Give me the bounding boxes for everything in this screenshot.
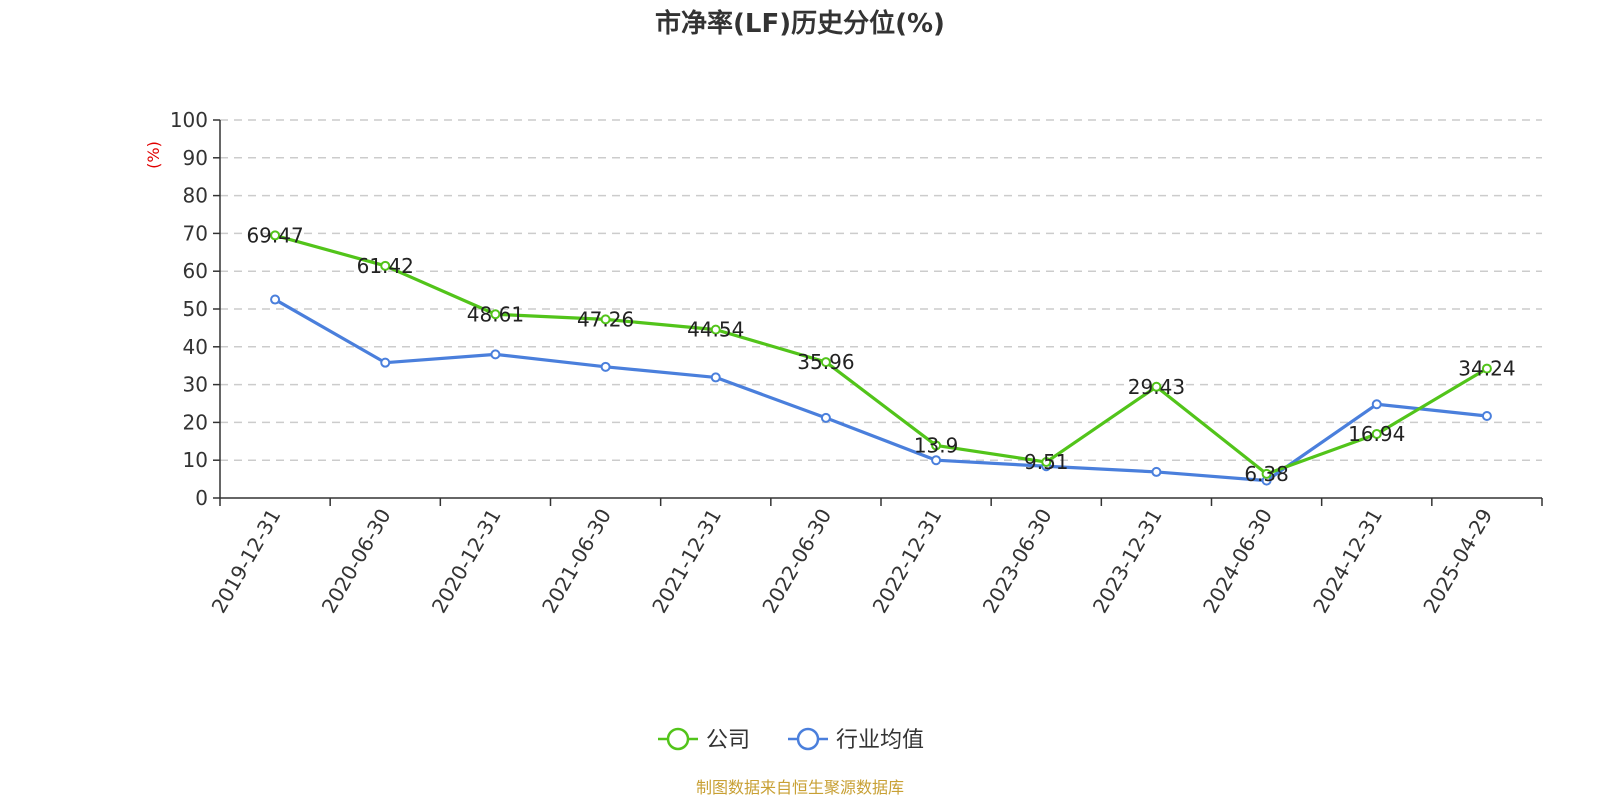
data-label-2023-12-31: 29.43 bbox=[1128, 375, 1185, 399]
data-label-2024-12-31: 16.94 bbox=[1348, 422, 1405, 446]
y-tick-label-40: 40 bbox=[183, 335, 208, 359]
data-point-company-2024-12-31 bbox=[1371, 428, 1382, 439]
data-point-company-2025-04-29 bbox=[1481, 363, 1492, 374]
y-tick-label-20: 20 bbox=[183, 410, 208, 434]
data-point-industry-2020-06-30 bbox=[380, 357, 391, 368]
series-lines bbox=[270, 230, 1492, 486]
data-label-2022-12-31: 13.9 bbox=[914, 433, 959, 457]
data-point-company-2023-06-30 bbox=[1041, 457, 1052, 468]
legend-label-industry: 行业均值 bbox=[836, 728, 924, 753]
x-tick-label-2023-06-30: 2023-06-30 bbox=[978, 505, 1057, 618]
legend-marker-company bbox=[666, 727, 690, 751]
data-point-industry-2023-12-31 bbox=[1151, 466, 1162, 477]
legend-item-company[interactable]: 公司 bbox=[658, 727, 750, 753]
chart-title: 市净率(LF)历史分位(%) bbox=[655, 8, 945, 39]
y-tick-label-30: 30 bbox=[183, 373, 208, 397]
data-point-company-2023-12-31 bbox=[1151, 381, 1162, 392]
data-point-industry-2022-06-30 bbox=[820, 412, 831, 423]
x-tick-label-2024-12-31: 2024-12-31 bbox=[1308, 505, 1387, 618]
x-tick-label-2020-06-30: 2020-06-30 bbox=[317, 505, 396, 618]
legend[interactable]: 公司 行业均值 bbox=[658, 727, 924, 753]
data-point-industry-2024-12-31 bbox=[1371, 399, 1382, 410]
x-tick-label-2020-12-31: 2020-12-31 bbox=[427, 504, 506, 617]
x-tick-label-2023-12-31: 2023-12-31 bbox=[1088, 505, 1167, 618]
data-label-2021-06-30: 47.26 bbox=[577, 307, 634, 331]
x-tick-label-2022-12-31: 2022-12-31 bbox=[868, 504, 947, 617]
data-labels: 69.47 61.42 48.61 47.26 44.54 35.96 13.9 9.51 29… bbox=[246, 223, 1515, 485]
data-source-note: 制图数据来自恒生聚源数据库 bbox=[696, 778, 904, 797]
data-point-company-2024-06-30 bbox=[1261, 468, 1272, 479]
data-point-company-2020-12-31 bbox=[490, 309, 501, 320]
legend-label-company: 公司 bbox=[706, 728, 750, 753]
data-point-company-2020-06-30 bbox=[380, 260, 391, 271]
data-point-industry-2025-04-29 bbox=[1481, 410, 1492, 421]
legend-item-industry[interactable]: 行业均值 bbox=[788, 727, 924, 753]
data-point-industry-2020-12-31 bbox=[490, 349, 501, 360]
y-tick-label-70: 70 bbox=[183, 221, 208, 245]
series-company bbox=[270, 230, 1492, 479]
data-label-2025-04-29: 34.24 bbox=[1458, 357, 1515, 381]
y-tick-label-60: 60 bbox=[183, 259, 208, 283]
data-label-2023-06-30: 9.51 bbox=[1024, 450, 1069, 474]
y-tick-label-90: 90 bbox=[183, 146, 208, 170]
data-point-company-2022-12-31 bbox=[931, 440, 942, 451]
y-axis-unit-label: (%) bbox=[144, 141, 163, 169]
x-tick-label-2025-04-29: 2025-04-29 bbox=[1418, 505, 1497, 618]
data-point-industry-2021-12-31 bbox=[710, 372, 721, 383]
series-line-company bbox=[274, 233, 1488, 476]
data-point-industry-2021-06-30 bbox=[600, 361, 611, 372]
data-point-industry-2022-12-31 bbox=[931, 455, 942, 466]
series-line-industry bbox=[274, 298, 1488, 483]
legend-marker-industry bbox=[796, 727, 820, 751]
axes: 0 10 20 30 40 50 60 70 80 90 100 2019-12-31 2020-06-… bbox=[170, 108, 1543, 618]
y-tick-label-100: 100 bbox=[170, 108, 208, 132]
x-tick-label-2024-06-30: 2024-06-30 bbox=[1198, 505, 1277, 618]
data-label-2024-06-30: 6.38 bbox=[1244, 462, 1289, 486]
data-point-industry-2019-12-31 bbox=[270, 294, 281, 305]
series-industry bbox=[270, 294, 1492, 486]
x-tick-label-2021-06-30: 2021-06-30 bbox=[537, 505, 616, 618]
data-label-2020-06-30: 61.42 bbox=[357, 254, 414, 278]
data-point-company-2021-12-31 bbox=[710, 324, 721, 335]
data-point-company-2021-06-30 bbox=[600, 314, 611, 325]
data-point-company-2022-06-30 bbox=[820, 357, 831, 368]
grid-lines bbox=[220, 119, 1542, 461]
y-tick-label-80: 80 bbox=[183, 184, 208, 208]
y-tick-label-50: 50 bbox=[183, 297, 208, 321]
x-tick-label-2019-12-31: 2019-12-31 bbox=[207, 505, 286, 618]
data-label-2019-12-31: 69.47 bbox=[246, 223, 303, 247]
data-point-company-2019-12-31 bbox=[270, 230, 281, 241]
x-tick-label-2022-06-30: 2022-06-30 bbox=[757, 505, 836, 618]
data-label-2022-06-30: 35.96 bbox=[797, 350, 854, 374]
data-label-2020-12-31: 48.61 bbox=[467, 302, 524, 326]
y-tick-label-10: 10 bbox=[183, 448, 208, 472]
y-tick-label-0: 0 bbox=[195, 486, 208, 510]
x-tick-label-2021-12-31: 2021-12-31 bbox=[647, 505, 726, 618]
data-label-2021-12-31: 44.54 bbox=[687, 318, 744, 342]
